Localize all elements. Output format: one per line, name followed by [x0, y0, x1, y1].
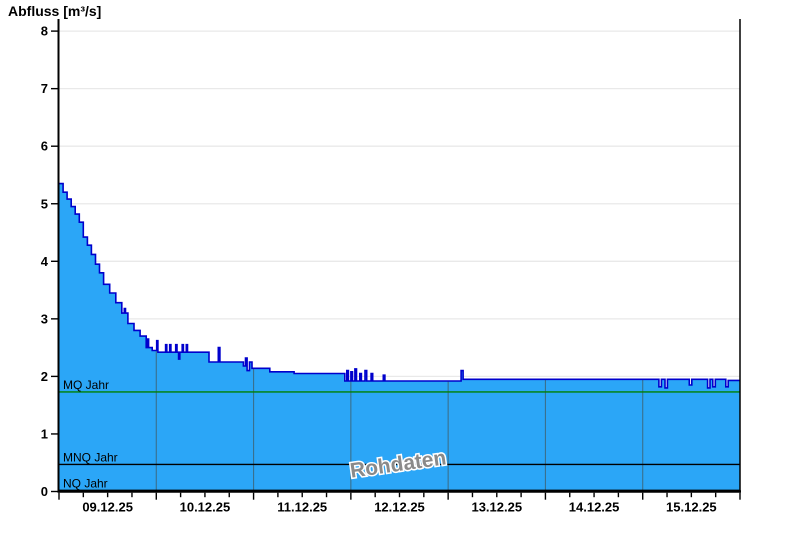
- x-axis-label: 11.12.25: [277, 500, 327, 515]
- x-axis-label: 15.12.25: [666, 500, 717, 515]
- y-tick-label: 4: [41, 254, 49, 269]
- nq-jahr-label: NQ Jahr: [63, 476, 108, 490]
- x-axis-label: 10.12.25: [180, 500, 231, 515]
- x-axis-label: 12.12.25: [374, 500, 425, 515]
- chart-render-root: MQ Jahr MNQ Jahr NQ Jahr 0 1 2 3 4 5 6 7 8 09.12.25 1…: [41, 19, 741, 515]
- y-tick-label: 5: [41, 196, 48, 211]
- discharge-outline: [59, 182, 740, 389]
- x-axis-label: 14.12.25: [569, 500, 620, 515]
- chart-title: Abfluss [m³/s]: [8, 3, 101, 19]
- mq-jahr-label: MQ Jahr: [63, 378, 109, 392]
- y-tick-label: 6: [41, 139, 48, 154]
- y-tick-label: 7: [41, 81, 48, 96]
- y-tick-label: 2: [41, 369, 48, 384]
- x-axis-label: 13.12.25: [471, 500, 522, 515]
- discharge-area: [59, 183, 740, 492]
- y-tick-label: 1: [41, 426, 48, 441]
- y-tick-label: 0: [41, 484, 48, 499]
- y-tick-label: 8: [41, 24, 48, 39]
- mnq-jahr-label: MNQ Jahr: [63, 450, 118, 464]
- x-axis-label: 09.12.25: [82, 500, 133, 515]
- y-tick-label: 3: [41, 311, 48, 326]
